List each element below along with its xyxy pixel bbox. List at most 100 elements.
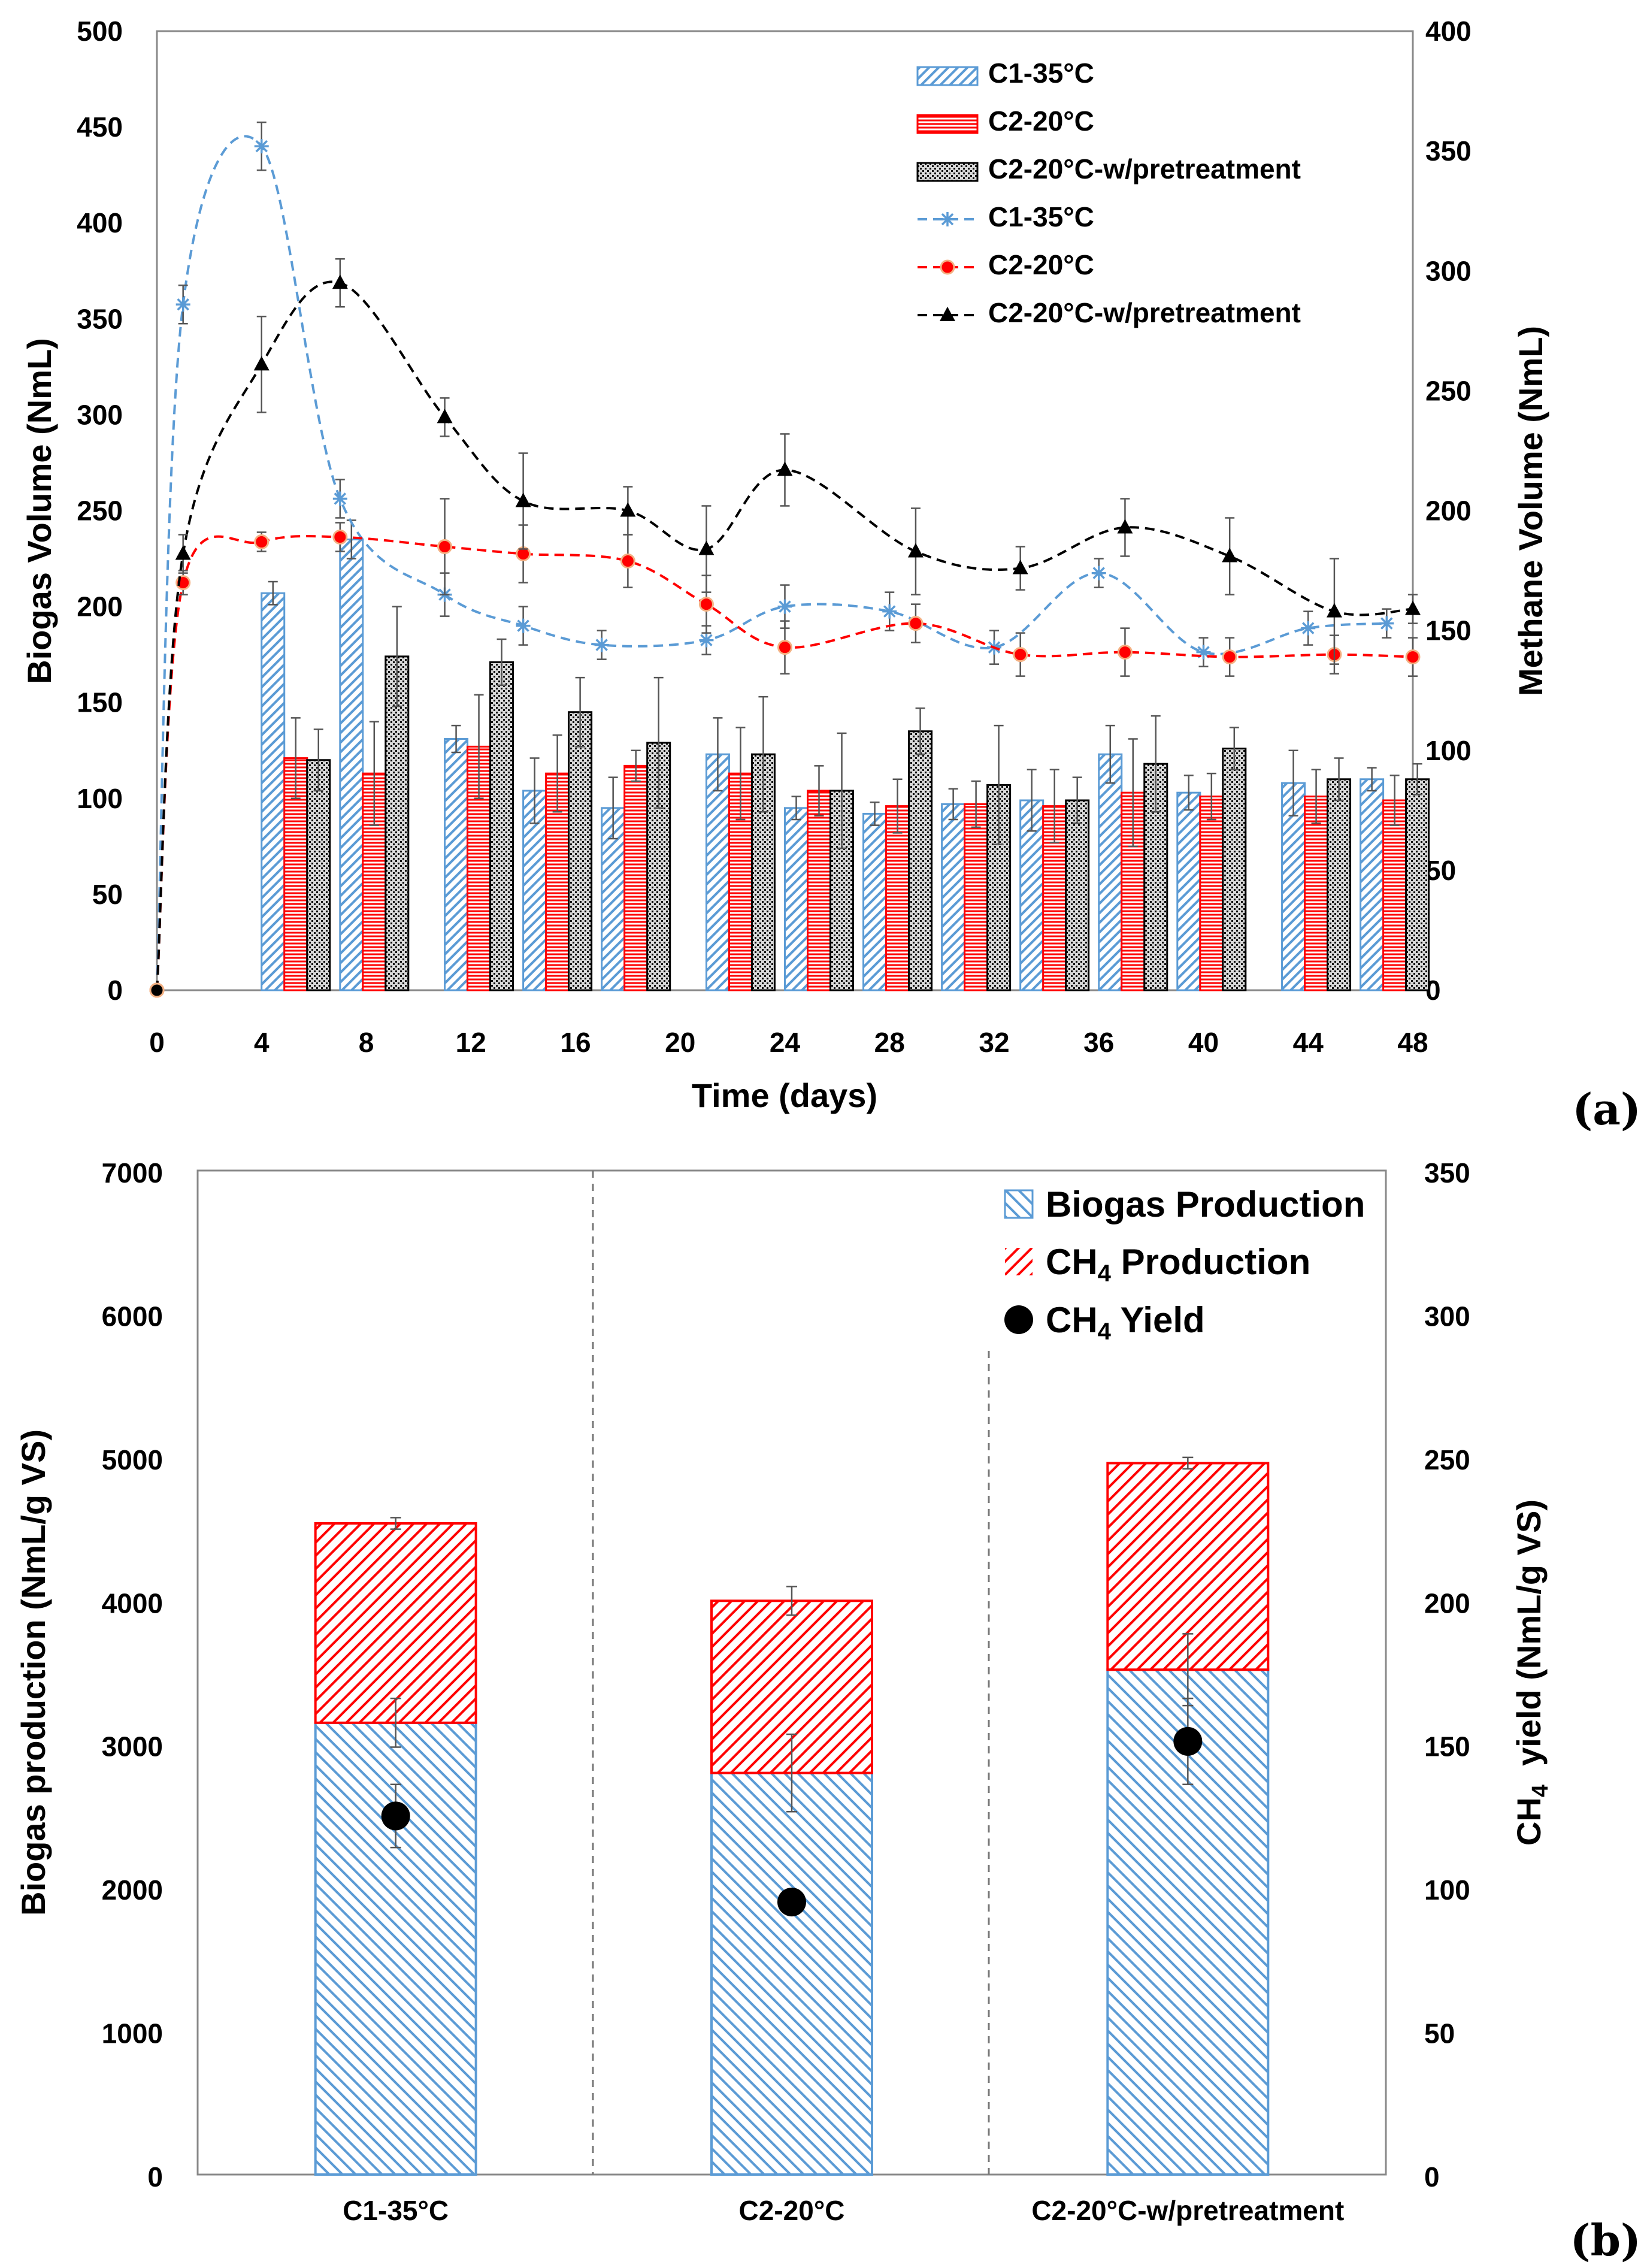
x-tick-label: 20 — [665, 1027, 695, 1058]
legend-label: C2-20°C-w/pretreatment — [988, 153, 1301, 185]
bar — [807, 790, 831, 991]
legend-swatch-bar — [916, 66, 979, 86]
line-point — [908, 616, 924, 631]
bar — [750, 753, 776, 991]
y-axis-title-b: Biogas production (NmL/g VS) — [14, 1429, 52, 1916]
legend-yield-prefix-b: CH — [1046, 1300, 1098, 1340]
x-tick-label: 24 — [770, 1027, 801, 1058]
line-point — [1117, 645, 1133, 660]
line-point — [1117, 519, 1133, 534]
line-point — [1222, 649, 1237, 665]
y2-axis-title-sub-b: 4 — [1528, 1785, 1553, 1797]
y2-tick-label: 150 — [1425, 615, 1472, 646]
bar — [1222, 748, 1247, 991]
legend-label-yield-b: CH4 Yield — [1046, 1300, 1205, 1345]
left-axis-ticks-a: 0 50 100 150 200 250 300 350 400 450 500 — [77, 16, 123, 1006]
bar — [568, 711, 593, 991]
line-point — [698, 597, 714, 612]
y2-tick-label: 250 — [1424, 1444, 1470, 1475]
y2-tick-label: 50 — [1425, 855, 1456, 886]
y2-tick-label: 350 — [1424, 1157, 1470, 1189]
line-point — [437, 409, 453, 424]
line-point — [515, 492, 531, 507]
bars-a — [261, 519, 1430, 991]
bar — [885, 805, 910, 991]
y2-tick-label: 0 — [1424, 2161, 1440, 2193]
legend-b: Biogas Production CH4 Production CH4 Yie… — [1004, 1184, 1365, 1345]
line-point — [882, 604, 897, 619]
legend-label-ch4-b: CH4 Production — [1046, 1242, 1310, 1287]
y-tick-label: 200 — [77, 591, 123, 622]
bar — [1405, 778, 1430, 991]
y-tick-label: 250 — [77, 495, 123, 527]
legend-label: C2-20°C-w/pretreatment — [988, 297, 1301, 328]
legend-swatch-ch4-b — [1005, 1248, 1033, 1275]
bar — [1176, 791, 1201, 991]
stacked-bar — [710, 1771, 873, 2176]
x-axis-ticks-a: 0 4 8 12 16 20 24 28 32 36 40 44 48 — [149, 1027, 1428, 1058]
y2-tick-label: 200 — [1425, 495, 1472, 527]
x-tick-label: 36 — [1083, 1027, 1114, 1058]
x-tick-label: 12 — [456, 1027, 486, 1058]
x-axis-title-a: Time (days) — [692, 1076, 877, 1114]
category-label: C2-20°C — [739, 2195, 845, 2226]
bar — [489, 661, 514, 991]
legend-label: C1-35°C — [988, 201, 1094, 232]
y-tick-label: 400 — [77, 207, 123, 238]
y2-axis-title-prefix-b: CH — [1510, 1797, 1548, 1846]
legend-yield-sub-b: 4 — [1098, 1319, 1112, 1345]
line-point — [1091, 566, 1106, 580]
line-point — [620, 502, 636, 517]
legend-label: C1-35°C — [988, 58, 1094, 89]
legend-swatch-bar — [916, 162, 979, 182]
line-point — [1405, 649, 1421, 665]
bar — [908, 730, 933, 991]
y-tick-label: 150 — [77, 687, 123, 718]
line-point — [907, 543, 924, 558]
x-tick-label: 28 — [874, 1027, 905, 1058]
x-tick-label: 0 — [149, 1027, 165, 1058]
y2-axis-title-b: CH4 yield (NmL/g VS) — [1510, 1499, 1553, 1846]
bar — [1327, 778, 1352, 991]
y-tick-label: 350 — [77, 303, 123, 334]
legend-ch4-suffix-b: Production — [1111, 1242, 1310, 1282]
left-axis-ticks-b: 0 1000 2000 3000 4000 5000 6000 7000 — [102, 1157, 163, 2193]
lines-a — [149, 121, 1421, 998]
bar — [623, 764, 649, 991]
x-tick-label: 44 — [1293, 1027, 1324, 1058]
panel-a: 0 50 100 150 200 250 300 350 400 450 500 0 50 100 150… — [20, 16, 1641, 1135]
legend-marker — [940, 307, 955, 321]
legend-label: C2-20°C — [988, 249, 1094, 280]
y2-tick-label: 350 — [1425, 135, 1472, 167]
line-point — [516, 618, 531, 633]
legend-marker — [940, 259, 955, 275]
line-point — [777, 640, 792, 655]
y-tick-label: 500 — [77, 16, 123, 47]
line-point — [253, 356, 270, 371]
legend-ch4-prefix-b: CH — [1046, 1242, 1098, 1282]
line-point — [254, 534, 270, 550]
bar — [1382, 799, 1407, 991]
yield-point — [777, 1888, 806, 1917]
line-point — [777, 461, 793, 476]
line-point — [254, 139, 269, 154]
line-point — [1405, 600, 1421, 615]
y-tick-label: 300 — [77, 399, 123, 430]
y-tick-label: 450 — [77, 111, 123, 143]
bar — [261, 592, 286, 991]
line-point — [1301, 621, 1316, 636]
y-tick-label: 7000 — [102, 1157, 163, 1189]
bar — [384, 655, 410, 991]
y-tick-label: 4000 — [102, 1587, 163, 1619]
y2-tick-label: 300 — [1425, 255, 1472, 286]
y2-tick-label: 300 — [1424, 1301, 1470, 1332]
x-tick-label: 40 — [1188, 1027, 1219, 1058]
line-point — [699, 633, 714, 648]
stacked-bar — [314, 1721, 477, 2176]
y2-tick-label: 400 — [1425, 16, 1472, 47]
yield-points-b — [381, 1697, 1203, 1917]
line-point — [1222, 548, 1238, 563]
x-tick-label: 32 — [979, 1027, 1009, 1058]
line-point — [1012, 560, 1028, 574]
